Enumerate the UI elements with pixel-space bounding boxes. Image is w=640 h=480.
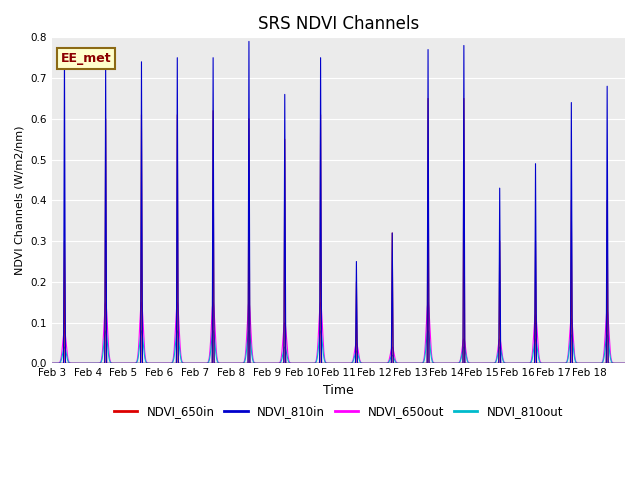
Line: NDVI_810out: NDVI_810out xyxy=(52,331,625,363)
X-axis label: Time: Time xyxy=(323,384,354,397)
NDVI_810in xyxy=(387,360,395,366)
NDVI_810in xyxy=(255,360,263,366)
NDVI_650out xyxy=(81,360,89,366)
NDVI_650in xyxy=(412,360,420,366)
NDVI_810out xyxy=(387,354,395,360)
Line: NDVI_650in: NDVI_650in xyxy=(52,98,625,363)
NDVI_810out xyxy=(81,360,89,366)
Line: NDVI_810in: NDVI_810in xyxy=(52,41,625,363)
NDVI_650in xyxy=(48,360,56,366)
Line: NDVI_650out: NDVI_650out xyxy=(52,302,625,363)
NDVI_650out xyxy=(504,360,511,366)
NDVI_650in xyxy=(424,96,432,101)
NDVI_650in xyxy=(504,360,511,366)
Title: SRS NDVI Channels: SRS NDVI Channels xyxy=(258,15,419,33)
NDVI_650out xyxy=(412,360,420,366)
NDVI_810out xyxy=(256,360,264,366)
NDVI_650out xyxy=(621,360,629,366)
NDVI_650in xyxy=(621,360,629,366)
NDVI_650in xyxy=(387,360,395,366)
NDVI_650out xyxy=(256,360,264,366)
NDVI_810in xyxy=(504,360,511,366)
Text: EE_met: EE_met xyxy=(61,52,111,65)
NDVI_810in xyxy=(245,38,253,44)
NDVI_650out xyxy=(102,300,109,305)
NDVI_810out xyxy=(412,360,420,366)
NDVI_650in xyxy=(255,360,263,366)
NDVI_810in xyxy=(48,360,56,366)
NDVI_810out xyxy=(473,360,481,366)
NDVI_810out xyxy=(102,328,109,334)
NDVI_810out xyxy=(504,360,511,366)
NDVI_810in xyxy=(77,360,84,366)
NDVI_650out xyxy=(473,360,481,366)
NDVI_650in xyxy=(473,360,481,366)
NDVI_810out xyxy=(77,360,84,366)
NDVI_650in xyxy=(77,360,84,366)
NDVI_810in xyxy=(412,360,420,366)
NDVI_810in xyxy=(473,360,481,366)
NDVI_810out xyxy=(621,360,629,366)
NDVI_810in xyxy=(621,360,629,366)
Legend: NDVI_650in, NDVI_810in, NDVI_650out, NDVI_810out: NDVI_650in, NDVI_810in, NDVI_650out, NDV… xyxy=(109,400,568,423)
NDVI_650out xyxy=(48,360,56,366)
NDVI_650out xyxy=(387,347,395,353)
NDVI_810out xyxy=(48,360,56,366)
Y-axis label: NDVI Channels (W/m2/nm): NDVI Channels (W/m2/nm) xyxy=(15,126,25,275)
NDVI_650out xyxy=(77,360,84,366)
